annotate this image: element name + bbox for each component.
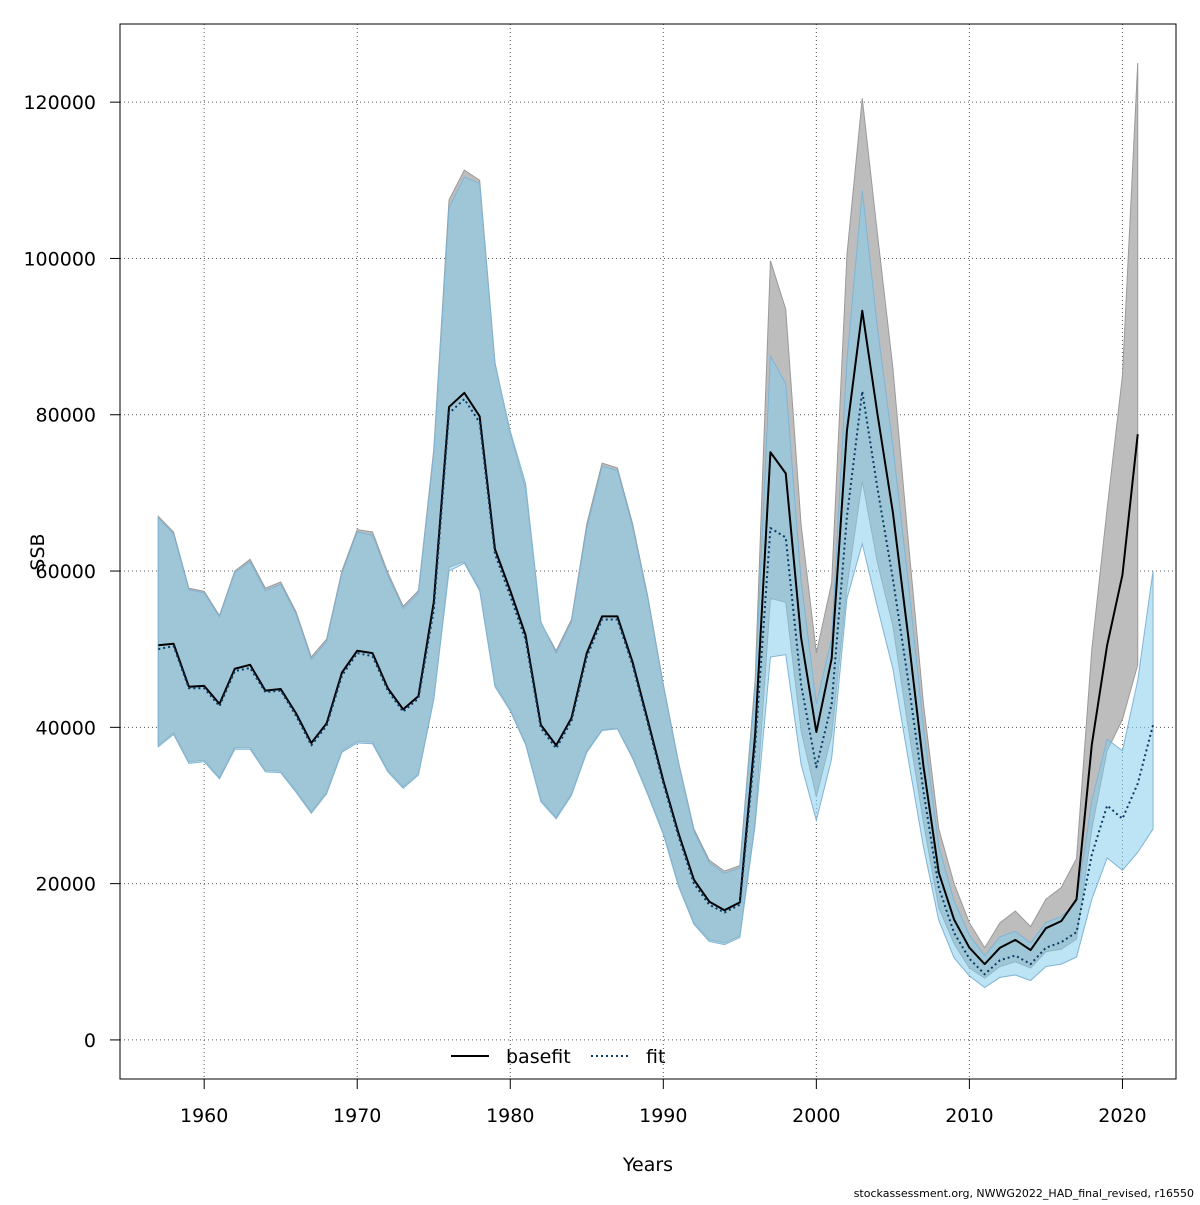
y-tick-label: 60000: [36, 561, 96, 583]
x-tick-label: 1980: [486, 1105, 534, 1127]
y-tick-label: 120000: [23, 92, 96, 114]
x-tick-label: 1960: [180, 1105, 228, 1127]
line-basefit: [158, 309, 1139, 966]
footer-credit: stockassessment.org, NWWG2022_HAD_final_…: [854, 1187, 1194, 1200]
x-tick-label: 2000: [792, 1105, 840, 1127]
legend-fit-label: fit: [646, 1046, 665, 1068]
plot-frame: [119, 23, 1177, 1080]
y-axis: 0 20000 40000 60000 80000 100000 120000: [23, 92, 120, 1052]
x-tick-label: 2020: [1098, 1105, 1146, 1127]
legend: basefit fit: [451, 1046, 665, 1068]
legend-basefit-label: basefit: [506, 1046, 571, 1068]
confidence-bands: [157, 63, 1154, 989]
y-tick-label: 80000: [36, 405, 96, 427]
x-axis: 1960 1970 1980 1990 2000 2010 2020: [180, 1079, 1147, 1127]
y-tick-label: 100000: [23, 248, 96, 270]
x-tick-label: 1990: [639, 1105, 687, 1127]
band-fit: [157, 176, 1154, 989]
x-tick-label: 2010: [945, 1105, 993, 1127]
y-tick-label: 40000: [36, 717, 96, 739]
series-lines: [158, 309, 1155, 976]
x-tick-label: 1970: [333, 1105, 381, 1127]
x-axis-title: Years: [622, 1154, 673, 1176]
y-tick-label: 0: [84, 1030, 96, 1052]
y-tick-label: 20000: [36, 874, 96, 896]
y-axis-title: SSB: [27, 533, 49, 570]
line-fit: [158, 390, 1155, 976]
